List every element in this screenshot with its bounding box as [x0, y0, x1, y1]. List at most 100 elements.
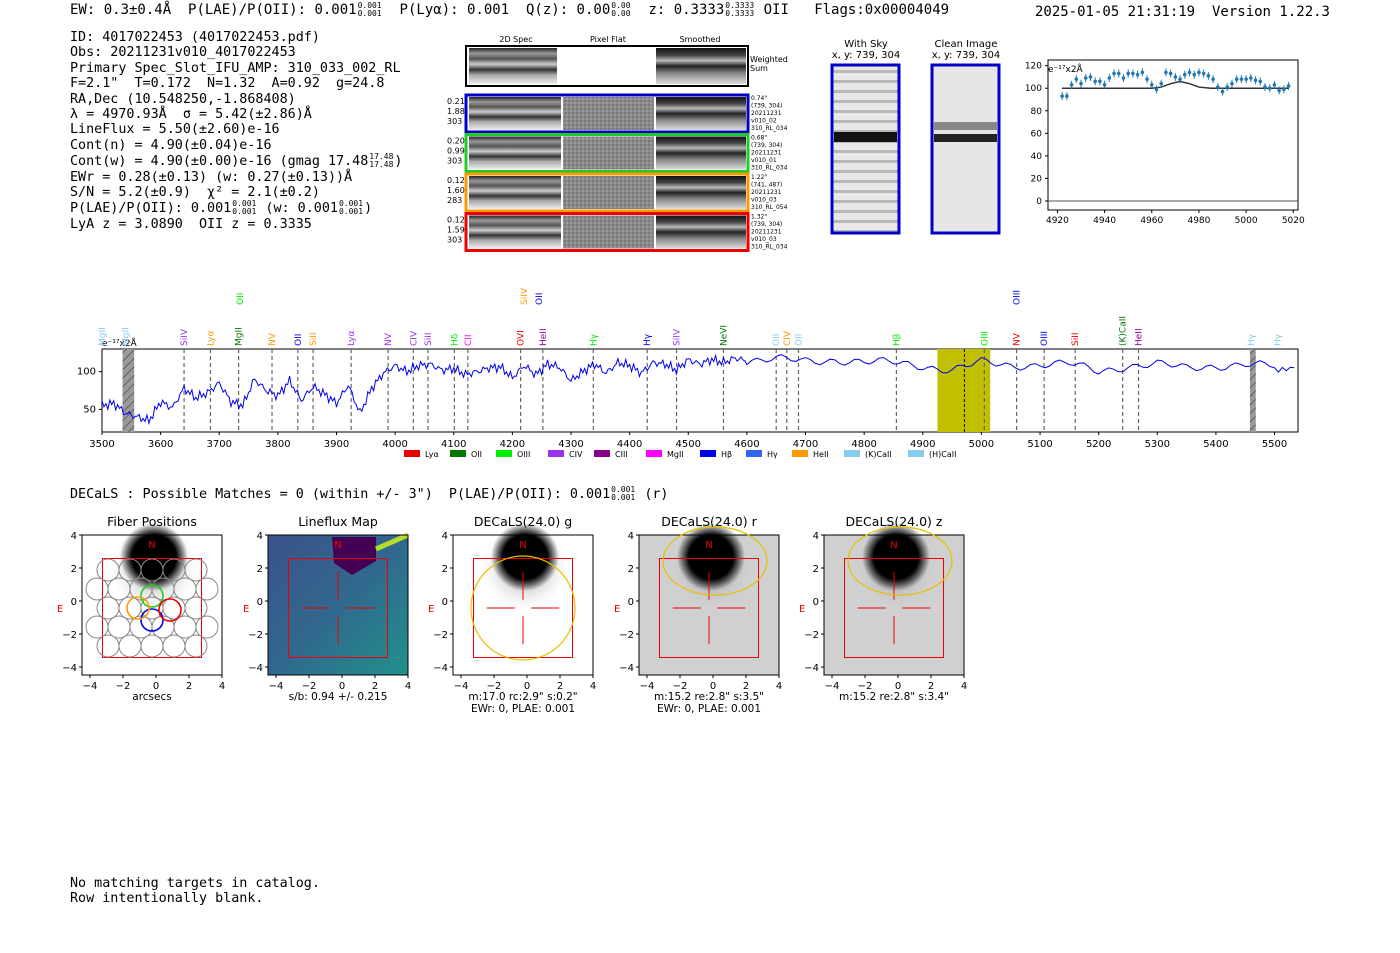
cutout-right-label: 1.32" — [751, 214, 767, 221]
spec-xtick-label: 4500 — [676, 439, 701, 450]
line-label: MgII — [235, 327, 245, 346]
panel-caption: m:15.2 re:2.8" s:3.5" — [654, 691, 764, 703]
line-label: Hγ — [589, 333, 599, 346]
panel-xtick-label: 0 — [339, 681, 345, 692]
zoom-ytick-label: 80 — [1031, 107, 1043, 117]
north-label: N — [148, 540, 155, 551]
fit-window-band — [937, 349, 991, 432]
info-lambda: λ = 4970.93Å σ = 5.42(±2.86)Å — [70, 107, 312, 123]
aperture-box — [288, 558, 388, 658]
line-label: OII — [794, 334, 804, 346]
line-label: SiII — [309, 332, 319, 346]
cutout-2d — [469, 176, 561, 209]
cutout-right-label: (739, 304) — [751, 142, 782, 149]
qz-value: Q(z): 0.00 — [525, 2, 611, 18]
cutout-smoothed — [656, 97, 746, 130]
col-label-flat: Pixel Flat — [590, 35, 626, 44]
cutout-smoothed — [656, 136, 746, 170]
z-line: OII — [763, 2, 789, 18]
version: Version 1.22.3 — [1211, 4, 1330, 20]
legend-label: Hβ — [721, 450, 732, 459]
spectrum-line — [101, 353, 1295, 426]
north-label: N — [519, 540, 526, 551]
zoom-point — [1079, 81, 1083, 86]
info-sn: S/N = 5.2(±0.9) χ² = 2.1(±0.2) — [70, 185, 320, 201]
panel-xtick-label: −4 — [640, 681, 655, 692]
bright-source — [120, 523, 188, 591]
panel-ytick-label: 0 — [71, 597, 77, 608]
info-contw: Cont(w) = 4.90(±0.00)e-16 (gmag 17.48 17.… — [70, 152, 403, 170]
zoom-point — [1098, 79, 1102, 84]
panel-xtick-label: −2 — [487, 681, 502, 692]
panel-xtick-label: 4 — [219, 681, 225, 692]
decals-panel: Lineflux Map N E −4 −4 −2 −2 0 0 2 2 4 4 s/b: 0.94 +/… — [243, 514, 411, 703]
zoom-point — [1107, 76, 1112, 80]
panel-ytick-label: 2 — [71, 564, 77, 575]
info-radec: RA,Dec (10.548250,-1.868408) — [70, 91, 296, 107]
line-label: MgII — [98, 327, 108, 346]
panel-xtick-label: 0 — [153, 681, 159, 692]
east-label: E — [243, 604, 249, 615]
zoom-point — [1173, 75, 1178, 79]
panel-ytick-label: −4 — [804, 663, 819, 674]
legend-label: CIII — [615, 450, 628, 459]
cutout-flat — [563, 215, 654, 249]
panel-ytick-label: −2 — [619, 630, 634, 641]
zoom-point — [1178, 77, 1182, 81]
zoom-plot: e⁻¹⁷x2Å 4920 4940 4960 4980 5000 5020 0 20 40 60 8… — [1025, 59, 1305, 226]
flags-value: Flags:0x00004049 — [814, 2, 950, 18]
cutout-right-label: 0.68" — [751, 135, 767, 142]
zoom-point — [1263, 85, 1267, 89]
zoom-ytick-label: 60 — [1031, 129, 1043, 139]
spec-xtick-label: 4100 — [441, 439, 466, 450]
fiber-circle — [195, 577, 219, 601]
line-label: Lyα — [206, 330, 216, 346]
panel-ytick-label: 2 — [813, 564, 819, 575]
panel-ytick-label: 0 — [628, 597, 634, 608]
decals-panel: DECaLS(24.0) z N E −4 −4 −2 −2 0 0 2 2 4 4 m:15.2 re:… — [799, 514, 967, 703]
source-ellipse — [847, 526, 953, 596]
panel-frame — [81, 534, 223, 676]
lineflux-streak — [374, 532, 410, 552]
cutout-left-label: 1.88 — [447, 107, 465, 116]
cutout-left-label: 1.59 — [447, 226, 465, 235]
legend-label: MgII — [667, 450, 684, 459]
info-lyaz: LyA z = 3.0890 OII z = 0.3335 — [70, 216, 312, 232]
panel-xtick-label: −2 — [858, 681, 873, 692]
zoom-point — [1168, 71, 1173, 76]
panel-ytick-label: 2 — [257, 564, 263, 575]
cutout-right-label: 20211231 — [751, 150, 782, 157]
legend-item: HeII — [792, 450, 829, 459]
masked-band — [1249, 349, 1256, 432]
info-contn: Cont(n) = 4.90(±0.04)e-16 — [70, 137, 272, 153]
plae-value: P(LAE)/P(OII): 0.001 — [188, 2, 357, 18]
selected-fiber — [158, 598, 182, 622]
zoom-point — [1126, 71, 1130, 76]
panel-xtick-label: 4 — [776, 681, 782, 692]
panel-ytick-label: 4 — [442, 531, 448, 542]
east-label: E — [428, 604, 434, 615]
zoom-point — [1088, 75, 1093, 79]
zoom-point — [1244, 77, 1248, 81]
legend-label: (H)CaII — [929, 450, 956, 459]
north-label: N — [890, 540, 897, 551]
panel-ytick-label: −2 — [248, 630, 263, 641]
legend-swatch — [844, 450, 860, 457]
spec-xtick-label: 5300 — [1145, 439, 1170, 450]
zoom-point — [1112, 71, 1116, 76]
panel-caption: EWr: 0, PLAE: 0.001 — [471, 703, 575, 715]
zoom-point — [1192, 72, 1197, 77]
legend-item: Hβ — [700, 450, 732, 459]
panel-title: DECaLS(24.0) g — [474, 514, 572, 529]
cutout-flat — [563, 136, 654, 170]
panel-xtick-label: −4 — [269, 681, 284, 692]
zoom-point — [1216, 85, 1220, 89]
line-label: NV — [1013, 332, 1023, 346]
cutout-2d — [469, 136, 561, 170]
spec-ytick-label: 50 — [83, 404, 96, 415]
zoom-ytick-label: 40 — [1031, 152, 1043, 162]
plya-value: P(Lyα): 0.001 — [399, 2, 510, 18]
panel-ytick-label: −4 — [248, 663, 263, 674]
legend-swatch — [450, 450, 466, 457]
